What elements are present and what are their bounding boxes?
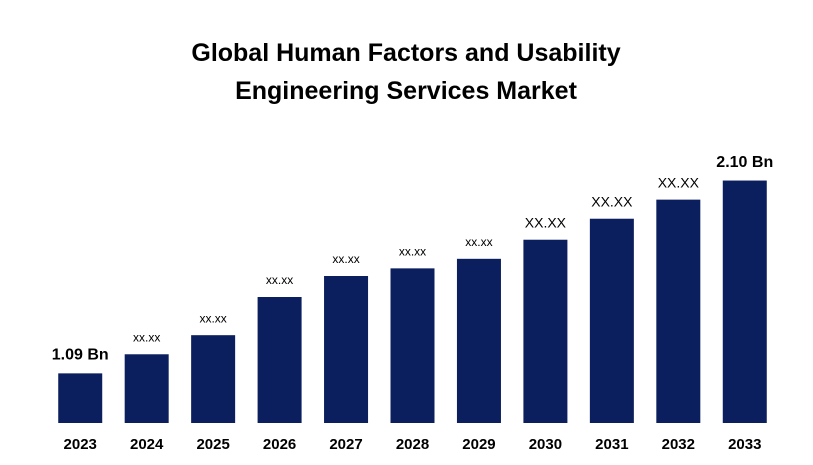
value-label: 1.09 Bn — [52, 347, 109, 364]
x-tick-label: 2028 — [396, 436, 429, 453]
bar — [58, 373, 103, 423]
x-tick-label: 2030 — [529, 436, 562, 453]
bar — [257, 297, 302, 423]
value-label: xx.xx — [266, 273, 293, 287]
x-tick-label: 2024 — [130, 436, 164, 453]
bar — [324, 276, 369, 423]
x-tick-label: 2023 — [64, 436, 97, 453]
value-label: xx.xx — [133, 330, 160, 344]
bar — [589, 218, 634, 423]
x-tick-label: 2026 — [263, 436, 296, 453]
x-tick-label: 2029 — [462, 436, 495, 453]
x-tick-label: 2025 — [196, 436, 229, 453]
bar — [656, 199, 701, 423]
x-tick-label: 2027 — [329, 436, 362, 453]
value-label: xx.xx — [332, 252, 359, 266]
bar — [456, 258, 501, 423]
bar — [191, 335, 236, 423]
value-label: xx.xx — [199, 311, 226, 325]
x-tick-label: 2033 — [728, 436, 761, 453]
value-label: xx.xx — [465, 235, 492, 249]
chart-title: Global Human Factors and Usability Engin… — [191, 39, 621, 105]
bar — [523, 239, 568, 423]
value-label: XX.XX — [658, 174, 700, 190]
x-tick-label: 2032 — [662, 436, 695, 453]
x-tick-label: 2031 — [595, 436, 628, 453]
bar — [390, 268, 435, 423]
value-label: XX.XX — [591, 193, 633, 209]
bar — [124, 354, 169, 423]
bar — [722, 180, 767, 423]
value-label: xx.xx — [399, 245, 426, 259]
value-label: 2.10 Bn — [716, 154, 773, 171]
value-label: XX.XX — [525, 214, 567, 230]
